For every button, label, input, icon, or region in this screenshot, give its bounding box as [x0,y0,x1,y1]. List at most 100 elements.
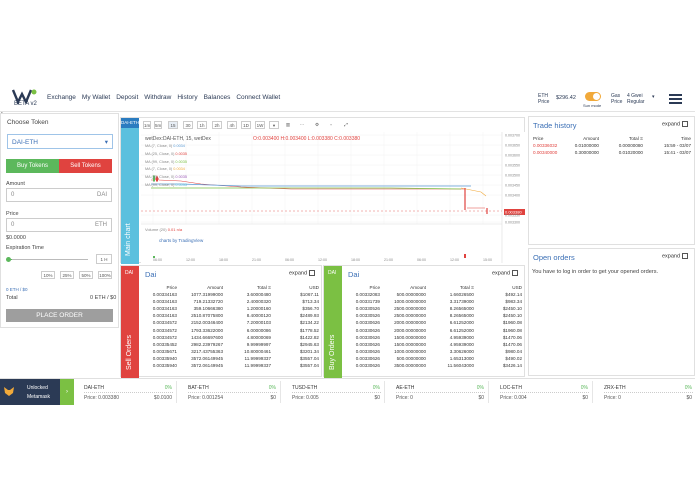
table-row[interactable]: 0.00330626 1500.00000000 4.95939000 $1470.0… [346,341,522,348]
table-row[interactable]: 0.00330626 500.00000000 1.65313000 $490.02 [346,355,522,362]
percent-10-button[interactable]: 10% [41,271,55,279]
order-form-panel: Choose Token DAI-ETH ▾ [0,113,119,328]
nav-withdraw[interactable]: Withdraw [144,94,172,101]
candles-icon[interactable]: ▥ [283,121,293,129]
expand-icon [309,270,316,276]
table-row[interactable]: 0.00335940 3572.06149945 11.99999337 $3557.… [143,362,319,369]
cell: 11.56043000 [447,363,474,369]
expiration-slider-track[interactable] [8,259,88,260]
screenshot-icon[interactable]: ▫ [326,121,336,129]
cell: 1500.00000000 [394,341,426,347]
buy-expand-button[interactable]: expand [492,270,519,276]
ticker-item[interactable]: TUSD-ETH 0% Price: 0.005 $0 [290,381,385,403]
timeframe-2h-button[interactable]: 2h [212,121,222,129]
percent-100-button[interactable]: 100% [98,271,112,279]
table-row[interactable]: 0.00334572 1793.33622000 6.00000086 $1778.5… [143,327,319,334]
fullscreen-icon[interactable]: ⤢ [341,121,351,129]
table-row[interactable]: 0.00334572 1434.66697600 4.80000069 $1422.8… [143,334,319,341]
table-row[interactable]: 0.00335452 2982.23979267 9.99999997 $2945.6… [143,341,319,348]
table-row[interactable]: 0.00330626 2000.00000000 6.61252000 $1960.0… [346,319,522,326]
cell: $2134.22 [299,320,319,326]
table-row[interactable]: 0.00332083 500.00000000 1.66026500 $492.14 [346,291,522,298]
nav-history[interactable]: History [177,94,198,101]
buy-tokens-tab[interactable]: Buy Tokens [6,159,59,173]
table-row[interactable]: 0.00334163 359.10666380 1.20000160 $356.70 [143,305,319,312]
place-order-button[interactable]: PLACE ORDER [6,309,113,322]
sell-token-tag: DAI [125,270,134,276]
cell: Total Ξ [460,285,474,290]
table-row[interactable]: 0.00330526 2500.00000000 8.26565000 $2450.1… [346,305,522,312]
expiration-slider-handle[interactable] [6,257,11,262]
timeframe-1w-button[interactable]: 1W [255,121,265,129]
cell: 359.10666380 [193,306,223,312]
timeframe-30-button[interactable]: 30 [183,121,193,129]
chevron-down-icon[interactable]: ▾ [269,121,279,129]
table-row[interactable]: 0.00335671 3217.43755363 10.80000461 $3201.… [143,348,319,355]
timeframe-1m-button[interactable]: 1m [143,121,151,129]
cell: 719.21332720 [193,299,223,305]
tradingview-credit[interactable]: charts by TradingView [159,238,204,243]
ticker-divider [396,392,485,393]
cell: $1470.06 [502,334,522,340]
ticker-item[interactable]: BAT-ETH 0% Price: 0.001254 $0 [186,381,281,403]
token-select[interactable]: DAI-ETH ▾ [7,134,113,149]
y-tick-label: 0.003350 [505,214,520,218]
eth-price-label: ETH Price [538,93,550,105]
hamburger-menu-icon[interactable] [669,94,682,104]
table-row[interactable]: 0.00330526 2500.00000000 8.26565000 $2450.1… [346,312,522,319]
trade-expand-button[interactable]: expand [662,121,689,127]
chevron-right-icon[interactable]: › [60,379,74,405]
ticker-divider [500,392,589,393]
table-row[interactable]: 0.00336032 0.01000000 0.00000080 15:59 - 03… [533,142,691,149]
ticker-name: ZRX-ETH [604,385,626,391]
percent-50-button[interactable]: 50% [79,271,93,279]
price-chart[interactable]: 0.003380 0.003700 0.003650 0.003600 0.00355… [141,132,525,263]
sell-tokens-tab[interactable]: Sell Tokens [59,159,112,173]
gas-price-select[interactable]: 4 Gwei Regular [627,93,645,105]
table-row[interactable]: 0.00330626 3500.00000000 11.56043000 $3426.… [346,362,522,369]
ticker-item[interactable]: LOC-ETH 0% Price: 0.004 $0 [498,381,593,403]
nav-my-wallet[interactable]: My Wallet [81,94,111,101]
amount-input[interactable]: 0 DAI [6,188,112,202]
settings-icon[interactable]: ⚙ [312,121,322,129]
table-row[interactable]: 0.00334163 719.21332720 2.40000320 $713.34 [143,298,319,305]
metamask-status[interactable]: Unlocked Metamask [0,379,70,405]
ticker-name: LOC-ETH [500,385,522,391]
table-row[interactable]: 0.00340000 0.30000000 0.01020000 15:41 - 03… [533,149,691,156]
table-row[interactable]: 0.00334163 2510.87075800 8.40000120 $2489.9… [143,312,319,319]
nav-connect-wallet[interactable]: Connect Wallet [236,94,281,101]
price-input[interactable]: 0 ETH [6,218,112,232]
nav-deposit[interactable]: Deposit [116,94,139,101]
table-row[interactable]: 0.00334163 1077.31999000 3.60000480 $1067.1… [143,291,319,298]
cell: 2152.00346400 [191,320,223,326]
table-row[interactable]: 0.00330626 1000.00000000 3.30626000 $980.04 [346,348,522,355]
cell: 8.40000120 [246,313,271,319]
table-row[interactable]: 0.00335940 3572.06149945 11.99999337 $3557.… [143,355,319,362]
chevron-down-icon[interactable]: ▾ [652,94,655,100]
sell-expand-button[interactable]: expand [289,270,316,276]
open-expand-button[interactable]: expand [662,253,689,259]
cell: 0.00330626 [355,327,380,333]
cell: Price [369,285,380,290]
ticker-item[interactable]: ZRX-ETH 0% Price: 0 $0 [602,381,695,403]
expiration-value[interactable]: 1 H [96,254,112,264]
timeframe-5m-button[interactable]: 5m [154,121,162,129]
sun-mode-toggle[interactable] [585,92,601,101]
timeframe-1h-button[interactable]: 1h [197,121,207,129]
table-row[interactable]: 0.00334572 2152.00346400 7.20000103 $2134.2… [143,319,319,326]
ticker-item[interactable]: AE-ETH 0% Price: 0 $0 [394,381,489,403]
cell: 0.00340000 [533,150,558,156]
table-row[interactable]: 0.00330626 1500.00000000 4.95939000 $1470.0… [346,334,522,341]
ticker-item[interactable]: DAI-ETH 0% Price: 0.003380 $0.0100 [82,381,177,403]
table-row[interactable]: 0.00330626 2000.00000000 6.61252000 $1960.0… [346,327,522,334]
timeframe-15-button[interactable]: 15 [168,121,178,129]
percent-25-button[interactable]: 25% [60,271,74,279]
timeframe-4h-button[interactable]: 4h [227,121,237,129]
nav-balances[interactable]: Balances [203,94,231,101]
logo-icon[interactable] [12,88,38,104]
nav-exchange[interactable]: Exchange [47,94,76,101]
x-tick-label: 12:00 [186,258,195,262]
table-row[interactable]: 0.00331739 1000.00000000 3.31739000 $983.34 [346,298,522,305]
indicators-icon[interactable]: ⋯ [297,121,307,129]
timeframe-1d-button[interactable]: 1D [241,121,251,129]
